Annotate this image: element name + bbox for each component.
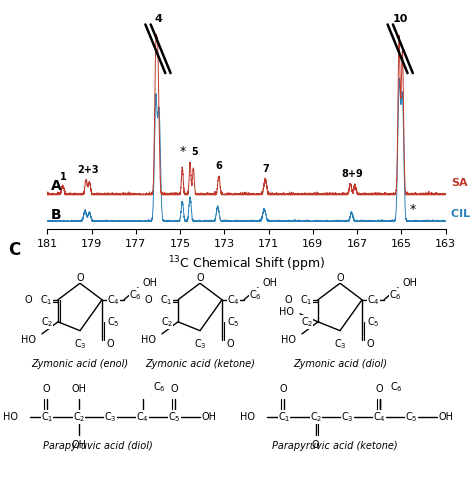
Text: C$_4$: C$_4$ <box>137 410 149 424</box>
Text: C$_3$: C$_3$ <box>341 410 354 424</box>
Text: C: C <box>8 241 20 259</box>
Text: C$_6$: C$_6$ <box>249 288 262 302</box>
Text: 1: 1 <box>60 172 66 182</box>
Text: C$_1$: C$_1$ <box>161 293 173 307</box>
Text: O: O <box>280 384 288 394</box>
Text: C$_4$: C$_4$ <box>374 410 386 424</box>
Text: HO: HO <box>3 412 18 422</box>
Text: CIL x3: CIL x3 <box>451 209 474 218</box>
Text: C$_6$: C$_6$ <box>153 380 165 394</box>
Text: C$_3$: C$_3$ <box>104 410 117 424</box>
Text: OH: OH <box>439 412 454 422</box>
Text: C$_5$: C$_5$ <box>227 315 240 329</box>
Text: C$_2$: C$_2$ <box>301 315 313 329</box>
Text: C$_5$: C$_5$ <box>405 410 418 424</box>
Text: Zymonic acid (diol): Zymonic acid (diol) <box>293 359 387 369</box>
Text: O: O <box>367 339 374 349</box>
Text: O: O <box>284 295 292 305</box>
Text: C$_2$: C$_2$ <box>310 410 322 424</box>
Text: SA: SA <box>451 178 468 188</box>
Text: C$_2$: C$_2$ <box>41 315 53 329</box>
Text: O: O <box>145 295 152 305</box>
Text: C$_5$: C$_5$ <box>367 315 380 329</box>
Text: C$_1$: C$_1$ <box>278 410 290 424</box>
Text: Parapyruvic acid (diol): Parapyruvic acid (diol) <box>43 441 153 451</box>
Text: C$_4$: C$_4$ <box>107 293 120 307</box>
Text: 7: 7 <box>262 164 269 174</box>
Text: OH: OH <box>71 384 86 394</box>
Text: 5: 5 <box>191 147 198 157</box>
Text: 2+3: 2+3 <box>78 165 99 175</box>
Text: C$_6$: C$_6$ <box>129 288 142 302</box>
Text: HO: HO <box>279 307 294 317</box>
Text: OH: OH <box>71 440 86 450</box>
Text: O: O <box>171 384 179 394</box>
Text: B: B <box>51 208 61 222</box>
Text: 10: 10 <box>392 14 408 24</box>
Text: Parapyruvic acid (ketone): Parapyruvic acid (ketone) <box>272 441 398 451</box>
Text: C$_1$: C$_1$ <box>41 410 53 424</box>
Text: C$_3$: C$_3$ <box>73 338 86 351</box>
Text: *: * <box>180 145 186 158</box>
Text: C$_2$: C$_2$ <box>161 315 173 329</box>
Text: A: A <box>51 179 62 193</box>
Text: C$_6$: C$_6$ <box>389 288 402 302</box>
Text: C$_1$: C$_1$ <box>40 293 53 307</box>
Text: O: O <box>312 440 319 450</box>
Text: OH: OH <box>403 277 418 288</box>
Text: HO: HO <box>21 335 36 345</box>
Text: C$_1$: C$_1$ <box>301 293 313 307</box>
Text: O: O <box>76 273 84 283</box>
Text: HO: HO <box>281 335 296 345</box>
Text: Zymonic acid (ketone): Zymonic acid (ketone) <box>145 359 255 369</box>
Text: C$_4$: C$_4$ <box>367 293 380 307</box>
Text: O: O <box>24 295 32 305</box>
Text: Zymonic acid (enol): Zymonic acid (enol) <box>31 359 128 369</box>
Text: OH: OH <box>202 412 217 422</box>
Text: 6: 6 <box>216 161 222 171</box>
Text: HO: HO <box>240 412 255 422</box>
Text: C$_5$: C$_5$ <box>107 315 119 329</box>
Text: O: O <box>43 384 51 394</box>
Text: C$_2$: C$_2$ <box>73 410 85 424</box>
Text: OH: OH <box>263 277 278 288</box>
Text: 4: 4 <box>154 14 162 24</box>
Text: HO: HO <box>141 335 156 345</box>
Text: O: O <box>376 384 383 394</box>
Text: C$_3$: C$_3$ <box>194 338 206 351</box>
Text: 8+9: 8+9 <box>342 169 364 179</box>
Text: C$_5$: C$_5$ <box>168 410 181 424</box>
Text: C$_6$: C$_6$ <box>390 380 402 394</box>
Text: O: O <box>196 273 204 283</box>
Text: C$_4$: C$_4$ <box>227 293 240 307</box>
Text: O: O <box>107 339 115 349</box>
Text: C$_3$: C$_3$ <box>334 338 346 351</box>
X-axis label: $^{13}$C Chemical Shift (ppm): $^{13}$C Chemical Shift (ppm) <box>168 254 325 274</box>
Text: *: * <box>409 203 416 215</box>
Text: OH: OH <box>143 277 158 288</box>
Text: O: O <box>336 273 344 283</box>
Text: O: O <box>227 339 235 349</box>
